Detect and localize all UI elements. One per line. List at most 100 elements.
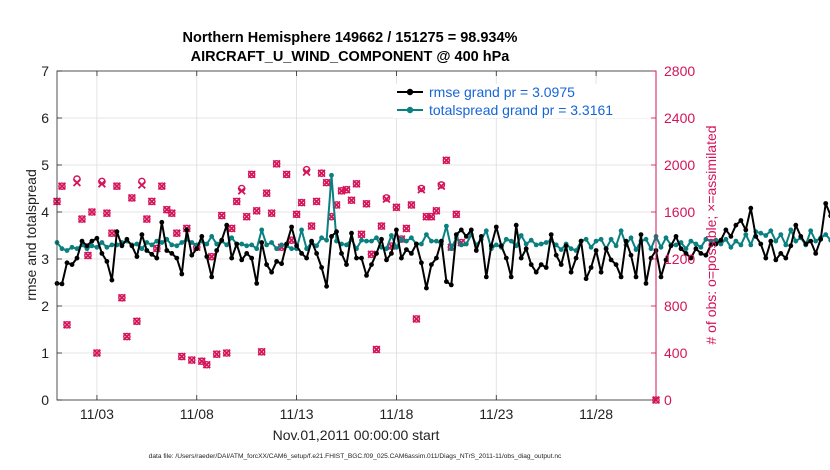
rmse-point <box>763 255 769 261</box>
rmse-point <box>588 265 594 270</box>
rmse-point <box>314 251 319 256</box>
y-axis-right: 0 400 800 1200 1600 2000 2400 2800 <box>651 63 695 408</box>
rmse-point <box>69 262 75 267</box>
rmse-point <box>104 259 110 264</box>
rmse-point <box>533 269 539 275</box>
rmse-point <box>583 276 589 282</box>
obs-possible-marker <box>148 197 156 206</box>
totalspread-point <box>244 243 250 249</box>
obs-assimilated-marker <box>92 348 101 358</box>
data-file-footer: data file: /Users/raeder/DAI/ATM_forcXX/… <box>149 453 562 460</box>
totalspread-point <box>643 236 649 242</box>
totalspread-point <box>109 242 115 248</box>
rmse-point <box>678 246 684 252</box>
rmse-point <box>114 229 120 235</box>
obs-assimilated-marker <box>147 197 156 206</box>
rmse-point <box>264 262 269 267</box>
totalspread-point <box>718 241 724 247</box>
totalspread-point <box>364 238 369 244</box>
legend-totalspread-marker <box>406 106 414 114</box>
totalspread-point <box>738 242 744 248</box>
y-left-tick-label: 5 <box>41 157 49 173</box>
rmse-point <box>199 234 205 239</box>
obs-possible-marker <box>227 224 236 233</box>
obs-possible-marker <box>163 205 171 214</box>
totalspread-point <box>778 232 784 238</box>
rmse-point <box>154 255 160 261</box>
totalspread-point <box>409 235 414 241</box>
totalspread-point <box>189 240 195 245</box>
rmse-point <box>214 248 220 253</box>
rmse-point <box>468 227 474 233</box>
obs-possible-marker <box>357 230 366 239</box>
obs-assimilated-marker <box>222 348 231 358</box>
obs-possible-marker <box>133 317 141 326</box>
obs-assimilated-marker <box>72 178 82 187</box>
obs-assimilated-marker <box>357 230 366 239</box>
totalspread-point <box>89 243 95 249</box>
rmse-point <box>758 241 764 247</box>
obs-possible-marker <box>297 198 306 207</box>
rmse-point <box>439 238 444 244</box>
rmse-point <box>174 255 180 261</box>
totalspread-point <box>444 223 449 229</box>
obs-possible-marker <box>93 349 101 357</box>
obs-assimilated-marker <box>62 320 72 329</box>
obs-assimilated-marker <box>352 179 361 188</box>
totalspread-point <box>389 233 394 238</box>
rmse-point <box>748 205 754 211</box>
rmse-point <box>144 248 150 253</box>
totalspread-point <box>663 235 669 241</box>
rmse-point <box>79 238 85 244</box>
rmse-point <box>568 269 574 275</box>
obs-possible-marker <box>402 224 411 233</box>
rmse-point <box>658 274 664 280</box>
obs-assimilated-marker <box>177 352 186 361</box>
x-tick-label: 11/03 <box>80 406 114 422</box>
obs-assimilated-marker <box>77 215 86 224</box>
obs-possible-marker <box>257 348 266 356</box>
totalspread-point <box>493 242 499 248</box>
obs-possible-marker <box>63 320 71 329</box>
y-right-tick-label: 1200 <box>664 251 695 267</box>
totalspread-point <box>359 237 364 243</box>
y-left-tick-label: 4 <box>41 204 49 220</box>
obs-assimilated-marker <box>392 203 401 212</box>
obs-possible-marker <box>312 197 321 206</box>
obs-possible-marker <box>292 210 301 219</box>
rmse-point <box>668 243 674 249</box>
grid-lines <box>57 71 656 400</box>
totalspread-point <box>608 236 614 242</box>
rmse-point <box>458 227 464 233</box>
rmse-point <box>194 246 200 252</box>
obs-possible-marker <box>377 222 386 230</box>
x-tick-label: 11/08 <box>180 406 214 422</box>
y-right-tick-label: 1600 <box>664 204 695 220</box>
rmse-point <box>304 255 309 261</box>
obs-assimilated-marker <box>417 185 426 194</box>
x-tick-label: 11/18 <box>379 406 413 422</box>
totalspread-point <box>708 238 714 244</box>
obs-assimilated-marker <box>137 180 146 190</box>
totalspread-point <box>648 246 654 252</box>
rmse-point <box>184 227 190 233</box>
totalspread-point <box>159 240 165 245</box>
obs-possible-marker <box>217 211 226 220</box>
rmse-point <box>179 271 185 277</box>
totalspread-point <box>399 236 404 242</box>
rmse-point <box>329 234 334 239</box>
totalspread-point <box>104 244 110 250</box>
obs-assimilated-marker <box>437 182 446 191</box>
obs-possible-marker <box>422 212 431 221</box>
rmse-point <box>94 235 100 241</box>
obs-possible-marker <box>222 349 231 357</box>
totalspread-point <box>269 240 274 245</box>
rmse-point <box>249 255 255 261</box>
obs-assimilated-marker <box>107 229 116 238</box>
totalspread-point <box>254 246 260 252</box>
obs-possible-marker <box>118 293 126 302</box>
rmse-point <box>229 255 235 261</box>
rmse-point <box>518 255 524 261</box>
rmse-point <box>204 254 210 259</box>
totalspread-point <box>274 246 279 252</box>
